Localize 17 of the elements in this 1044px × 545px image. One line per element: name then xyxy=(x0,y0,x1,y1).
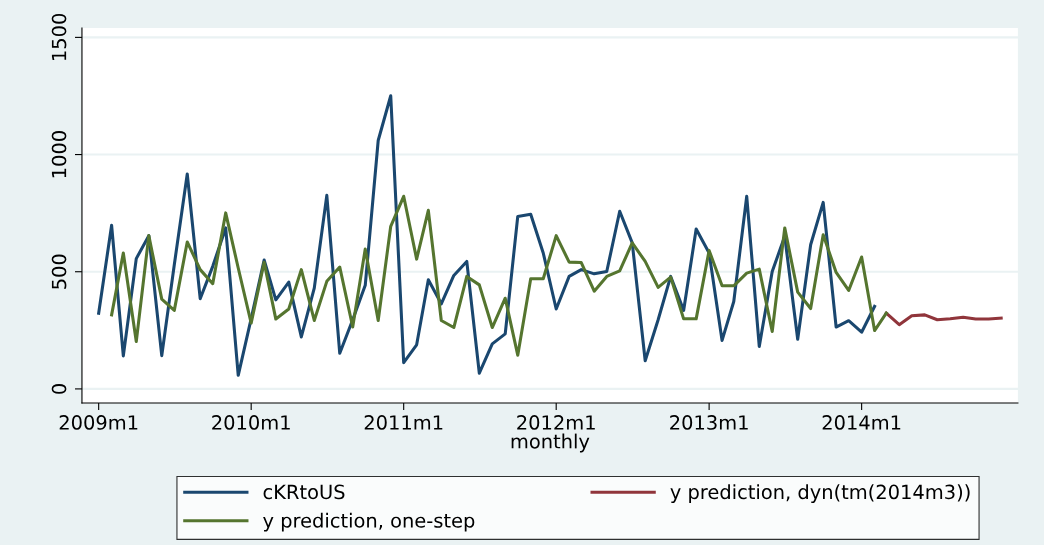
y-tick-label: 1500 xyxy=(51,13,67,60)
y-tick-label: 500 xyxy=(51,254,67,289)
x-axis-title: monthly xyxy=(511,433,590,453)
line-series xyxy=(110,194,888,357)
line-series xyxy=(884,311,1003,327)
x-tick-label: 2010m1 xyxy=(212,415,290,430)
x-tick-label: 2014m1 xyxy=(822,415,901,430)
x-tick-label: 2011m1 xyxy=(364,415,443,430)
line-series xyxy=(97,94,877,377)
x-tick-label: 2013m1 xyxy=(670,415,748,430)
y-tick-label: 0 xyxy=(51,384,67,394)
x-tick-label: 2012m1 xyxy=(517,415,595,430)
x-tick-label: 2009m1 xyxy=(59,415,138,430)
legend-label: y prediction, one-step xyxy=(263,512,475,532)
y-tick-label: 1000 xyxy=(51,131,67,178)
legend-label: y prediction, dyn(tm(2014m3)) xyxy=(670,484,970,504)
legend-label: cKRtoUS xyxy=(263,484,345,500)
